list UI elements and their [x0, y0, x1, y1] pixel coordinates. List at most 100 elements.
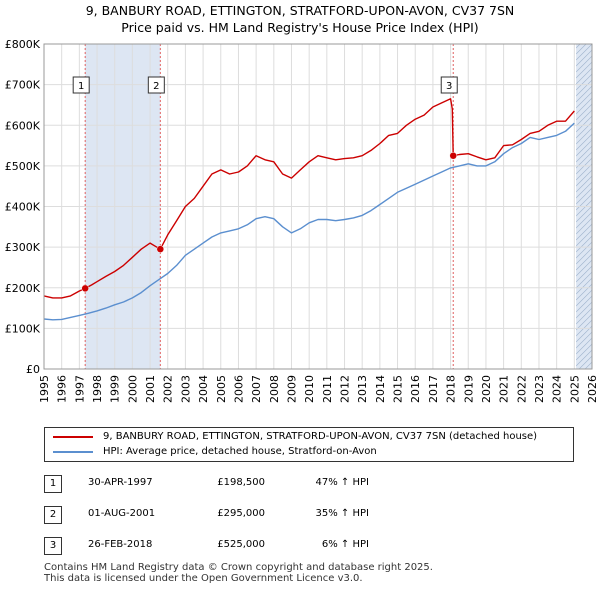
sale-marker-box: [72, 76, 90, 94]
sale-marker-box: [147, 76, 165, 94]
x-tick-label: 1996: [56, 375, 69, 403]
legend-swatch-hpi: [53, 451, 93, 453]
transaction-hpi-change: 47% ↑ HPI: [315, 477, 369, 488]
x-tick-label: 2010: [303, 375, 316, 403]
x-tick-label: 2022: [515, 375, 528, 403]
hatch-line: [576, 20, 592, 36]
hatch-line: [576, 313, 593, 331]
hatch-line: [576, 151, 593, 169]
x-tick-label: 2009: [285, 375, 298, 403]
hatch-line: [576, 127, 593, 145]
hatch-line: [576, 55, 593, 73]
hatch-line: [576, 301, 593, 319]
hatch-line: [576, 163, 593, 181]
hatch-line: [576, 247, 593, 265]
x-tick-label: 2000: [126, 375, 139, 403]
hatch-line: [576, 44, 593, 61]
sale-marker-label: 1: [78, 81, 84, 92]
transaction-hpi-change: 6% ↑ HPI: [321, 539, 369, 550]
sale-point: [156, 245, 165, 253]
hatch-line: [576, 259, 593, 277]
transaction-date: 30-APR-1997: [88, 477, 153, 488]
x-tick-label: 2016: [409, 375, 422, 403]
transaction-price: £295,000: [217, 508, 265, 519]
legend: 9, BANBURY ROAD, ETTINGTON, STRATFORD-UP…: [44, 427, 574, 462]
hatch-line: [576, 175, 593, 193]
footer: Contains HM Land Registry data © Crown c…: [44, 562, 433, 584]
x-tick-label: 2008: [268, 375, 281, 403]
y-tick-label: £100K: [5, 322, 41, 335]
x-tick-label: 2017: [427, 375, 440, 403]
hatch-line: [576, 103, 593, 121]
transaction-number: 3: [44, 537, 62, 555]
x-tick-label: 2020: [480, 375, 493, 403]
hatch-line: [576, 199, 593, 217]
hatch-line: [576, 265, 593, 283]
transaction-date: 01-AUG-2001: [88, 508, 156, 519]
x-tick-label: 1998: [91, 375, 104, 403]
hatch-line: [576, 139, 593, 157]
hatch-line: [576, 133, 593, 151]
price-chart: 1 2 3 £0 £100K £200K £300K £400K £500K £600K £700…: [5, 14, 599, 403]
sale-marker-label: 3: [446, 81, 452, 92]
hatch-line: [584, 361, 593, 369]
legend-label-hpi: HPI: Average price, detached house, Stra…: [103, 446, 377, 457]
x-tick-label: 2024: [551, 375, 564, 403]
sale-point: [81, 284, 89, 293]
plot-frame: [43, 43, 593, 370]
y-tick-label: £700K: [5, 79, 41, 92]
x-tick-label: 2001: [144, 375, 157, 403]
hatch-line: [576, 343, 593, 361]
hatch-line: [576, 289, 593, 307]
transaction-price: £525,000: [217, 539, 265, 550]
hatch-line: [578, 355, 593, 369]
transaction-number: 1: [44, 475, 62, 493]
y-tick-label: £0: [26, 363, 40, 376]
hatch-line: [576, 307, 593, 325]
hatch-line: [576, 121, 593, 139]
chart-title: 9, BANBURY ROAD, ETTINGTON, STRATFORD-UP…: [85, 3, 515, 18]
hatch-line: [576, 277, 593, 295]
hatch-line: [576, 61, 593, 79]
y-tick-label: £400K: [5, 201, 41, 214]
x-tick-label: 2026: [586, 375, 599, 403]
hatch-line: [576, 109, 593, 127]
transaction-number: 2: [44, 506, 62, 524]
hatch-line: [576, 205, 593, 223]
y-tick-label: £600K: [5, 119, 41, 132]
x-tick-label: 2021: [498, 375, 511, 403]
hatch-line: [576, 91, 593, 109]
y-tick-label: £800K: [5, 38, 41, 51]
legend-swatch-property: [53, 436, 93, 438]
x-tick-label: 1995: [38, 375, 51, 403]
footer-copyright: Contains HM Land Registry data © Crown c…: [44, 562, 433, 573]
hatch-line: [576, 193, 593, 211]
x-tick-label: 2019: [462, 375, 475, 403]
hatch-line: [576, 217, 593, 235]
x-tick-label: 2003: [179, 375, 192, 403]
transaction-date: 26-FEB-2018: [88, 539, 153, 550]
x-tick-label: 2015: [392, 375, 405, 403]
transaction-row: 3 26-FEB-2018 £525,000 6% ↑ HPI: [0, 537, 600, 555]
x-tick-label: 2018: [445, 375, 458, 403]
x-tick-label: 2004: [197, 375, 210, 403]
hatch-line: [576, 26, 592, 42]
chart-subtitle: Price paid vs. HM Land Registry's House …: [121, 20, 479, 35]
hatch-line: [576, 235, 593, 253]
y-tick-label: £500K: [5, 160, 41, 173]
hatch-line: [576, 331, 593, 349]
x-tick-label: 2006: [232, 375, 245, 403]
hatch-line: [576, 14, 592, 30]
y-tick-label: £200K: [5, 282, 41, 295]
hatch-line: [576, 85, 593, 103]
hatch-line: [576, 115, 593, 133]
hatch-line: [576, 67, 593, 85]
x-tick-label: 2025: [568, 375, 581, 403]
hatch-line: [576, 253, 593, 271]
hatch-line: [576, 271, 593, 289]
hatch-line: [576, 49, 593, 67]
hatch-line: [576, 223, 593, 241]
x-tick-label: 2014: [374, 375, 387, 403]
sale-marker-label: 2: [153, 81, 159, 92]
sale-marker-box: [440, 76, 458, 94]
